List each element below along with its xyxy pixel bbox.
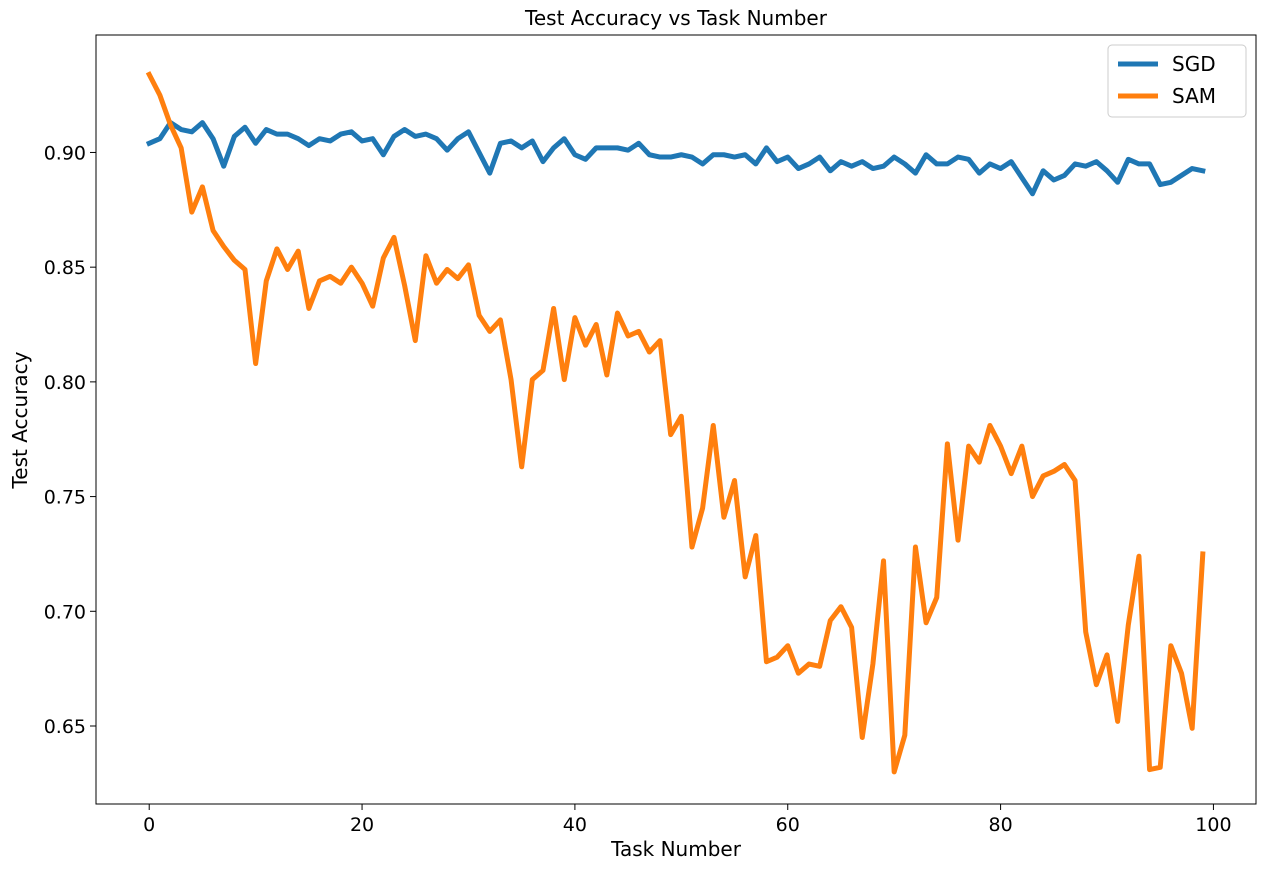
x-tick-label: 80 <box>988 814 1012 836</box>
x-tick-label: 40 <box>563 814 587 836</box>
x-axis-label: Task Number <box>610 837 742 861</box>
y-tick-label: 0.75 <box>44 487 86 509</box>
legend-label-sgd: SGD <box>1172 52 1216 76</box>
series-line-sgd <box>145 120 1206 197</box>
y-tick-label: 0.85 <box>44 257 86 279</box>
y-tick-label: 0.70 <box>44 601 86 623</box>
y-axis-ticks: 0.65 0.70 0.75 0.80 0.85 0.90 <box>44 142 96 738</box>
x-tick-label: 60 <box>776 814 800 836</box>
x-axis-ticks: 0 20 40 60 80 100 <box>143 804 1232 836</box>
y-axis-label: Test Accuracy <box>8 351 32 489</box>
chart-title: Test Accuracy vs Task Number <box>524 6 828 30</box>
x-tick-label: 100 <box>1195 814 1231 836</box>
y-tick-label: 0.90 <box>44 142 86 164</box>
x-tick-label: 20 <box>350 814 374 836</box>
y-tick-label: 0.65 <box>44 716 86 738</box>
axes-frame <box>95 34 1257 805</box>
legend: SGD SAM <box>1107 44 1247 118</box>
x-tick-label: 0 <box>143 814 155 836</box>
plot-series <box>145 71 1206 775</box>
series-line-sam <box>145 71 1206 775</box>
legend-label-sam: SAM <box>1172 84 1216 108</box>
y-tick-label: 0.80 <box>44 372 86 394</box>
